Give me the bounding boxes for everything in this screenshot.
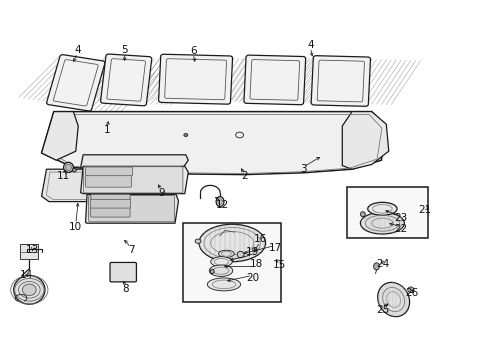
FancyBboxPatch shape <box>83 167 183 193</box>
Text: 6: 6 <box>189 46 196 56</box>
Ellipse shape <box>210 257 232 267</box>
Text: 2: 2 <box>241 171 247 181</box>
Text: 17: 17 <box>268 243 282 253</box>
Ellipse shape <box>407 287 413 293</box>
Text: 13: 13 <box>26 245 40 255</box>
Polygon shape <box>85 194 178 223</box>
Text: 24: 24 <box>375 259 388 269</box>
FancyBboxPatch shape <box>85 175 131 187</box>
Text: 14: 14 <box>20 270 34 280</box>
FancyBboxPatch shape <box>101 54 151 106</box>
Text: 21: 21 <box>417 204 430 215</box>
FancyBboxPatch shape <box>88 195 174 222</box>
Text: 26: 26 <box>405 288 418 298</box>
FancyBboxPatch shape <box>158 54 232 104</box>
FancyBboxPatch shape <box>46 55 105 111</box>
Polygon shape <box>41 169 124 202</box>
Text: 10: 10 <box>69 222 82 232</box>
Bar <box>20 244 38 259</box>
Ellipse shape <box>63 162 73 172</box>
Polygon shape <box>41 112 386 175</box>
Ellipse shape <box>367 202 396 215</box>
Text: 20: 20 <box>245 273 258 283</box>
Text: 18: 18 <box>249 259 263 269</box>
Ellipse shape <box>216 197 224 207</box>
Polygon shape <box>342 112 388 169</box>
Text: 22: 22 <box>393 224 407 234</box>
FancyBboxPatch shape <box>90 198 130 208</box>
Polygon shape <box>41 112 78 160</box>
FancyBboxPatch shape <box>85 167 132 176</box>
Bar <box>183 223 281 302</box>
Text: 12: 12 <box>215 200 229 210</box>
Ellipse shape <box>207 278 240 291</box>
Ellipse shape <box>237 251 244 258</box>
Text: 8: 8 <box>122 284 129 294</box>
Text: 5: 5 <box>121 45 128 55</box>
FancyBboxPatch shape <box>91 194 130 199</box>
Text: 16: 16 <box>253 234 266 244</box>
Ellipse shape <box>183 134 187 136</box>
FancyBboxPatch shape <box>310 56 370 106</box>
Text: 11: 11 <box>57 171 70 181</box>
FancyBboxPatch shape <box>90 207 130 217</box>
Ellipse shape <box>360 212 404 234</box>
Polygon shape <box>81 155 188 168</box>
Ellipse shape <box>72 168 76 172</box>
Ellipse shape <box>377 282 409 317</box>
Text: 23: 23 <box>393 213 407 223</box>
Text: 19: 19 <box>245 247 259 257</box>
Text: 15: 15 <box>272 260 285 270</box>
Ellipse shape <box>14 275 45 304</box>
Ellipse shape <box>199 224 265 262</box>
Ellipse shape <box>22 284 36 296</box>
Bar <box>346 187 427 238</box>
Ellipse shape <box>195 239 201 243</box>
Ellipse shape <box>65 164 71 171</box>
Ellipse shape <box>210 269 214 274</box>
Text: 9: 9 <box>158 188 164 198</box>
Ellipse shape <box>373 263 379 270</box>
FancyBboxPatch shape <box>244 55 305 105</box>
Ellipse shape <box>360 212 365 217</box>
Text: 4: 4 <box>74 45 81 55</box>
Text: 4: 4 <box>306 40 313 50</box>
Text: 1: 1 <box>104 125 111 135</box>
FancyBboxPatch shape <box>110 262 136 282</box>
Text: 25: 25 <box>375 305 388 315</box>
Text: 7: 7 <box>127 245 134 255</box>
Text: 3: 3 <box>299 164 306 174</box>
Ellipse shape <box>209 265 232 276</box>
Ellipse shape <box>218 250 234 257</box>
Polygon shape <box>81 166 188 194</box>
